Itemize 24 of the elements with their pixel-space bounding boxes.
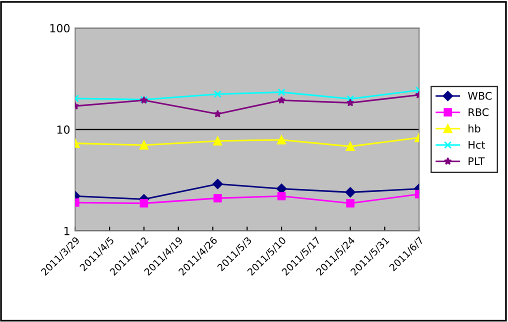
y-tick-label: 10 xyxy=(57,125,70,134)
point xyxy=(214,110,222,118)
point xyxy=(140,199,148,208)
point xyxy=(139,140,148,150)
point xyxy=(345,187,356,198)
point xyxy=(277,135,286,144)
point xyxy=(346,199,354,208)
point xyxy=(214,90,222,98)
point xyxy=(346,95,354,103)
point xyxy=(213,136,222,146)
point xyxy=(212,178,223,190)
legend-label: PLT xyxy=(468,157,485,165)
point xyxy=(277,192,286,200)
point xyxy=(213,194,222,202)
y-tick-label: 100 xyxy=(50,24,70,32)
point xyxy=(346,98,354,106)
legend-label: RBC xyxy=(468,108,489,116)
y-tick-label: 1 xyxy=(64,226,70,236)
point xyxy=(278,88,286,96)
point xyxy=(278,96,286,104)
legend-label: hb xyxy=(468,124,480,132)
legend-label: Hct xyxy=(468,141,486,149)
legend-label: WBC xyxy=(468,92,492,100)
point xyxy=(346,142,355,151)
